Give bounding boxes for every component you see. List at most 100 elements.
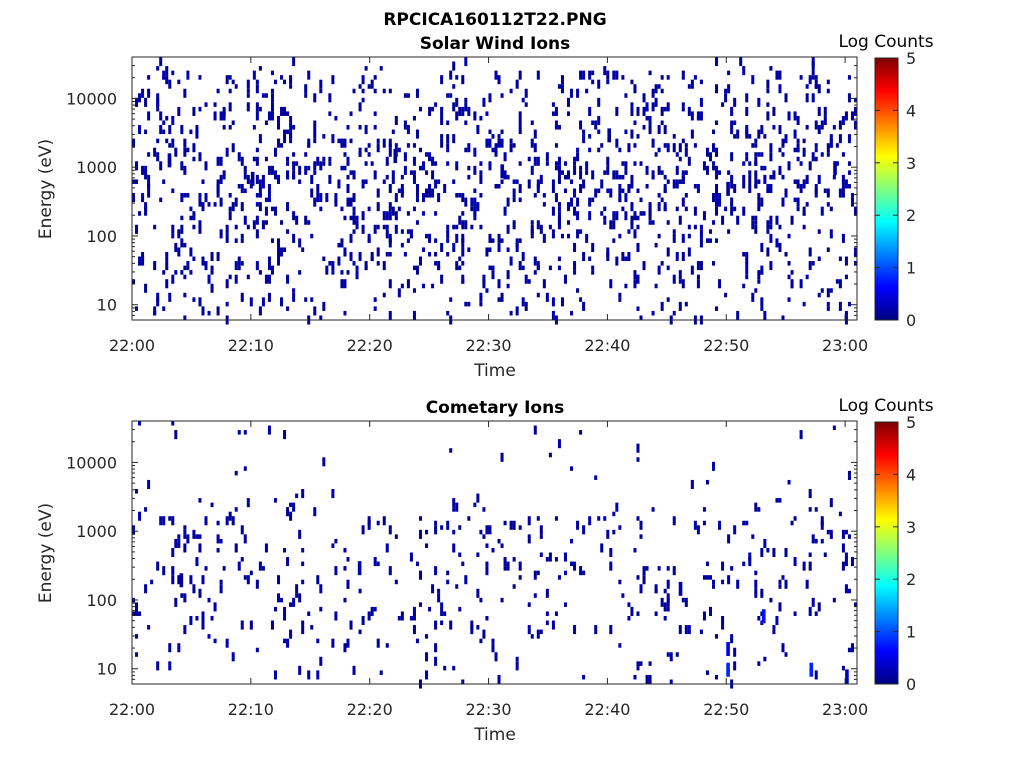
spectrogram-pixel (428, 106, 432, 116)
spectrogram-pixel (273, 206, 277, 216)
colorbar-tick-label: 0 (906, 311, 916, 330)
spectrogram-pixel (280, 75, 284, 80)
spectrogram-pixel (264, 220, 268, 225)
spectrogram-pixel (412, 625, 416, 635)
spectrogram-pixel (273, 170, 277, 180)
spectrogram-pixel (690, 479, 694, 490)
spectrogram-pixel (225, 638, 229, 648)
spectrogram-pixel (660, 170, 664, 175)
spectrogram-pixel (264, 93, 268, 98)
spectrogram-pixel (319, 315, 323, 320)
spectrogram-pixel (787, 297, 791, 302)
spectrogram-pixel (724, 206, 728, 212)
spectrogram-pixel (727, 170, 731, 175)
spectrogram-pixel (467, 143, 471, 153)
spectrogram-pixel (222, 106, 226, 116)
x-tick-label: 22:30 (466, 700, 512, 719)
panel-title: Cometary Ions (426, 398, 565, 418)
spectrogram-pixel (455, 261, 459, 271)
spectrogram-pixel (699, 111, 703, 121)
spectrogram-pixel (557, 165, 561, 175)
spectrogram-pixel (147, 625, 151, 630)
spectrogram-pixel (270, 620, 274, 630)
spectrogram-pixel (252, 125, 256, 130)
spectrogram-pixel (168, 79, 172, 89)
spectrogram-pixel (805, 579, 809, 589)
spectrogram-pixel (391, 206, 395, 216)
spectrogram-pixel (301, 579, 305, 585)
spectrogram-pixel (237, 561, 241, 571)
spectrogram-pixel (663, 174, 667, 180)
spectrogram-pixel (820, 120, 824, 130)
spectrogram-pixel (397, 288, 401, 298)
spectrogram-pixel (742, 161, 746, 166)
spectrogram-pixel (376, 261, 380, 266)
spectrogram-pixel (138, 93, 142, 103)
spectrogram-pixel (328, 93, 332, 103)
spectrogram-pixel (485, 288, 489, 293)
spectrogram-pixel (570, 466, 574, 471)
spectrogram-pixel (754, 156, 758, 166)
x-tick-label: 22:50 (703, 336, 749, 355)
spectrogram-pixel (186, 193, 190, 198)
spectrogram-pixel (485, 247, 489, 257)
spectrogram-pixel (216, 251, 220, 262)
spectrogram-pixel (337, 256, 341, 262)
spectrogram-pixel (355, 215, 359, 221)
spectrogram-pixel (452, 84, 456, 89)
spectrogram-pixel (431, 188, 435, 194)
y-tick-label: 10 (97, 296, 117, 315)
spectrogram-pixel (476, 588, 480, 598)
spectrogram-pixel (183, 147, 187, 157)
spectrogram-pixel (228, 274, 232, 280)
spectrogram-pixel (730, 566, 734, 571)
spectrogram-pixel (497, 297, 501, 302)
spectrogram-pixel (446, 120, 450, 126)
spectrogram-pixel (406, 279, 410, 289)
spectrogram-pixel (467, 301, 471, 307)
spectrogram-pixel (802, 206, 806, 216)
spectrogram-pixel (681, 174, 685, 184)
spectrogram-pixel (705, 147, 709, 157)
spectrogram-pixel (775, 70, 779, 80)
spectrogram-pixel (159, 111, 163, 121)
spectrogram-pixel (760, 152, 764, 157)
spectrogram-pixel (464, 575, 468, 585)
spectrogram-pixel (618, 643, 622, 648)
spectrogram-pixel (171, 516, 175, 526)
colorbar-tick-label: 2 (906, 206, 916, 225)
spectrogram-pixel (141, 256, 145, 266)
spectrogram-pixel (808, 507, 812, 512)
spectrogram-pixel (180, 215, 184, 221)
spectrogram-pixel (198, 106, 202, 112)
spectrogram-pixel (452, 242, 456, 252)
spectrogram-pixel (364, 161, 368, 166)
spectrogram-pixel (376, 520, 380, 526)
spectrogram-pixel (715, 674, 719, 680)
spectrogram-pixel (654, 97, 658, 107)
spectrogram-pixel (639, 161, 643, 166)
spectrogram-pixel (636, 457, 640, 462)
spectrogram-pixel (838, 256, 842, 262)
spectrogram-pixel (760, 306, 764, 311)
spectrogram-pixel (563, 161, 567, 166)
spectrogram-pixel (412, 174, 416, 184)
spectrogram-pixel (618, 147, 622, 153)
spectrogram-pixel (437, 193, 441, 203)
spectrogram-pixel (316, 156, 320, 166)
spectrogram-pixel (228, 211, 232, 221)
spectrogram-pixel (820, 520, 824, 530)
spectrogram-pixel (793, 611, 797, 616)
spectrogram-pixel (772, 125, 776, 130)
spectrogram-pixel (180, 270, 184, 275)
spectrogram-pixel (506, 561, 510, 571)
spectrogram-pixel (787, 479, 791, 485)
spectrogram-pixel (579, 430, 583, 435)
spectrogram-pixel (557, 202, 561, 207)
plot-frame (131, 420, 858, 685)
spectrogram-pixel (412, 310, 416, 320)
spectrogram-pixel (370, 79, 374, 89)
spectrogram-pixel (437, 588, 441, 594)
spectrogram-pixel (603, 170, 607, 175)
spectrogram-pixel (180, 593, 184, 598)
